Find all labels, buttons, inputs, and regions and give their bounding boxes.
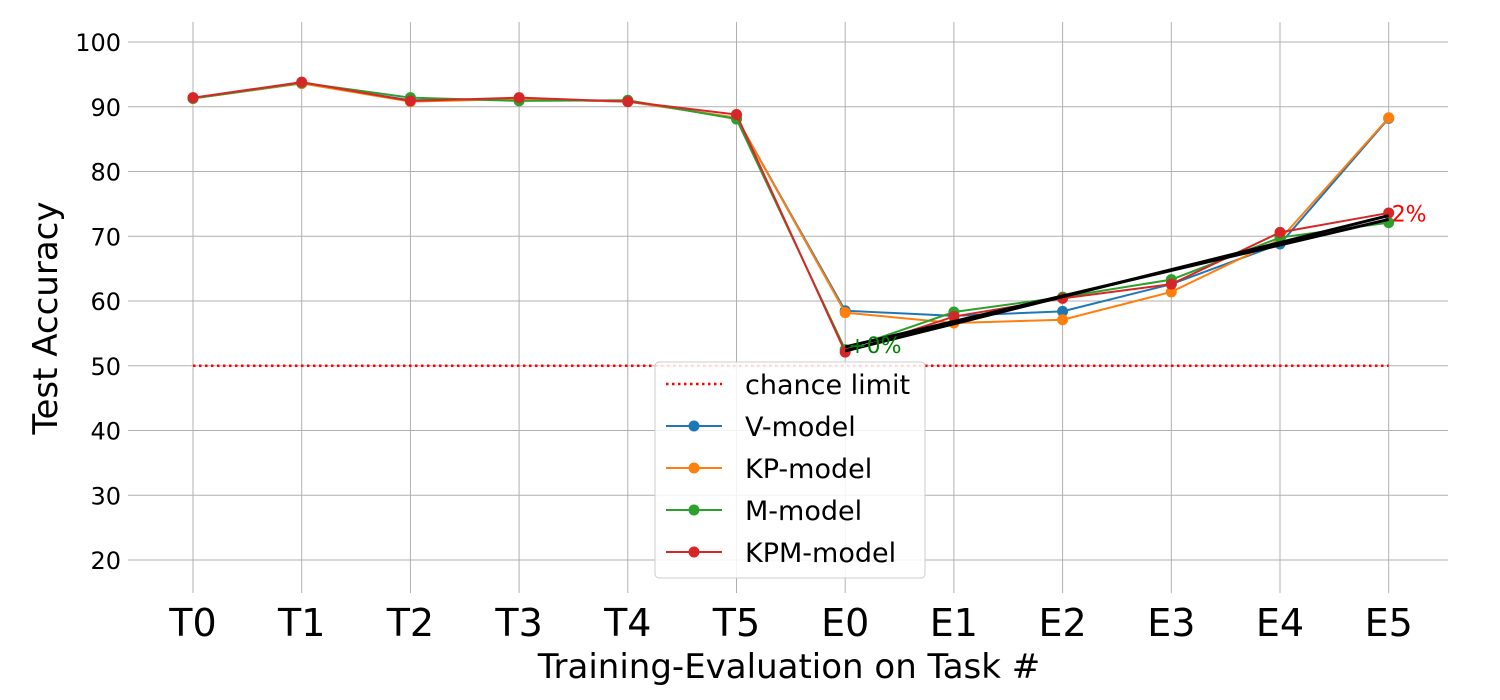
data-point: [1057, 314, 1069, 326]
x-tick-label: E3: [1147, 601, 1195, 645]
data-point: [404, 95, 416, 107]
legend-label: V-model: [745, 412, 856, 443]
series-kp-model: [187, 77, 1395, 329]
y-tick-label: 90: [90, 94, 121, 122]
x-tick-label: T4: [603, 601, 651, 645]
legend-label: chance limit: [745, 370, 910, 401]
series-line: [192, 81, 1389, 354]
y-tick-label: 70: [90, 223, 121, 251]
series-lines: [187, 76, 1395, 358]
data-point: [1383, 112, 1395, 124]
x-tick-label: E2: [1039, 601, 1087, 645]
legend-item: M-model: [666, 496, 862, 527]
x-tick-label: T5: [712, 601, 760, 645]
y-tick-label: 100: [75, 29, 121, 57]
x-tick-label: E0: [821, 601, 869, 645]
legend-item: chance limit: [666, 370, 910, 401]
trend-line: [844, 217, 1390, 349]
y-tick-label: 80: [90, 159, 121, 187]
x-tick-label: E1: [930, 601, 978, 645]
series-v-model: [187, 77, 1395, 322]
legend-marker: [688, 420, 700, 432]
series-line: [192, 82, 1390, 325]
legend: chance limit V-model KP-model M-model KPM-mo…: [654, 361, 926, 579]
x-tick-label: T1: [277, 601, 325, 645]
data-point: [839, 307, 851, 319]
y-axis-ticks: 20 30 40 50 60 70 80 90 100: [75, 29, 121, 575]
legend-item: KPM-model: [666, 538, 896, 569]
data-point: [1165, 286, 1177, 298]
y-tick-label: 20: [90, 547, 121, 575]
legend-label: KP-model: [745, 454, 872, 485]
x-tick-label: T0: [168, 601, 216, 645]
y-axis-label: Test Accuracy: [26, 202, 66, 436]
x-tick-label: T2: [386, 601, 434, 645]
legend-box: [654, 361, 926, 579]
x-tick-label: E4: [1256, 601, 1304, 645]
data-point: [731, 109, 742, 121]
legend-label: M-model: [745, 496, 862, 527]
data-point: [622, 96, 634, 108]
legend-item: KP-model: [666, 454, 872, 485]
data-point: [1165, 278, 1177, 290]
y-tick-label: 60: [90, 288, 121, 316]
y-tick-label: 30: [90, 482, 121, 510]
data-point: [1274, 226, 1286, 238]
y-tick-label: 50: [90, 353, 121, 381]
legend-marker: [688, 546, 700, 558]
annotation-label: +0%: [848, 334, 901, 359]
x-axis-ticks: T0 T1 T2 T3 T4 T5 E0 E1 E2 E3 E4 E5: [168, 601, 1412, 645]
data-point: [296, 76, 308, 88]
data-point: [513, 92, 525, 104]
x-axis-label: Training-Evaluation on Task #: [537, 647, 1040, 687]
legend-marker: [688, 504, 700, 516]
x-tick-label: E5: [1365, 601, 1413, 645]
x-tick-label: T3: [494, 601, 542, 645]
trend-lines: [844, 214, 1390, 353]
data-point: [1057, 305, 1069, 317]
legend-item: V-model: [666, 412, 856, 443]
legend-marker: [688, 462, 700, 474]
y-tick-label: 40: [90, 418, 121, 446]
series-line: [192, 82, 1390, 317]
annotation-label: 2%: [1392, 203, 1427, 228]
annotations: +0% 2%: [848, 203, 1426, 359]
legend-label: KPM-model: [745, 538, 896, 569]
data-point: [187, 92, 199, 104]
